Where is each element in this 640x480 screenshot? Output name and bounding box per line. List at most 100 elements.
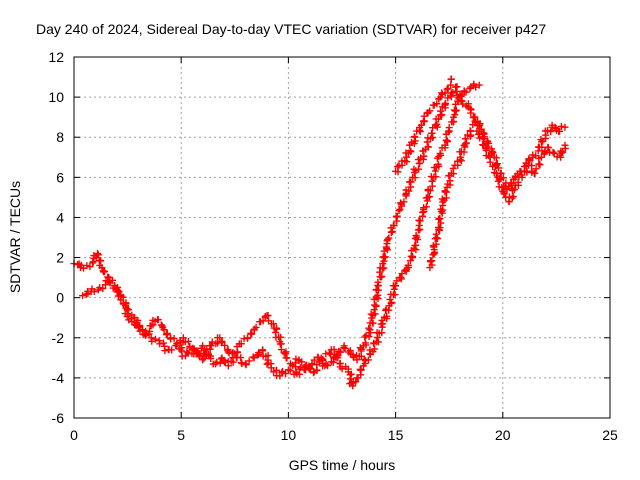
- data-point: [283, 354, 291, 362]
- data-point: [324, 362, 332, 370]
- data-point: [474, 122, 482, 130]
- data-point: [196, 353, 204, 361]
- data-point: [94, 251, 102, 259]
- data-point: [168, 346, 176, 354]
- data-point: [154, 316, 162, 324]
- data-point: [494, 177, 502, 185]
- data-point: [106, 279, 114, 287]
- data-point: [298, 358, 306, 366]
- data-point: [431, 167, 439, 175]
- data-point: [446, 177, 454, 185]
- data-point: [433, 100, 441, 108]
- data-point: [457, 157, 465, 165]
- data-point: [216, 359, 224, 367]
- data-point: [462, 88, 470, 96]
- data-point: [322, 360, 330, 368]
- data-point: [96, 284, 104, 292]
- data-point: [452, 87, 460, 95]
- data-point: [404, 262, 412, 270]
- data-point: [302, 361, 310, 369]
- data-point: [550, 149, 558, 157]
- data-point: [425, 193, 433, 201]
- data-point: [90, 288, 98, 296]
- data-point: [163, 329, 171, 337]
- data-point: [436, 149, 444, 157]
- data-point: [114, 287, 122, 295]
- data-point: [139, 326, 147, 334]
- data-point: [216, 334, 224, 342]
- data-point: [390, 222, 398, 230]
- data-point: [410, 133, 418, 141]
- data-point: [207, 342, 215, 350]
- data-point: [433, 120, 441, 128]
- data-point: [364, 356, 372, 364]
- data-point: [449, 89, 457, 97]
- data-point: [422, 203, 430, 211]
- data-point: [281, 350, 289, 358]
- data-point: [237, 354, 245, 362]
- data-point: [302, 362, 310, 370]
- data-point: [518, 171, 526, 179]
- data-point: [282, 370, 290, 378]
- data-point: [431, 235, 439, 243]
- data-point: [549, 148, 557, 156]
- data-point: [277, 333, 285, 341]
- data-point: [483, 143, 491, 151]
- data-point: [400, 198, 408, 206]
- data-point: [426, 187, 434, 195]
- data-point: [315, 358, 323, 366]
- y-tick-label: 4: [56, 209, 64, 225]
- data-point: [441, 89, 449, 97]
- data-point: [507, 179, 515, 187]
- data-point: [213, 358, 221, 366]
- data-point: [451, 107, 459, 115]
- data-point: [466, 85, 474, 93]
- data-point: [267, 364, 275, 372]
- data-point: [428, 129, 436, 137]
- y-tick-label: -6: [52, 410, 65, 426]
- data-point: [416, 128, 424, 136]
- data-point: [113, 286, 121, 294]
- chart-title: Day 240 of 2024, Sidereal Day-to-day VTE…: [36, 21, 546, 37]
- data-point: [277, 346, 285, 354]
- data-point: [396, 205, 404, 213]
- data-point: [420, 152, 428, 160]
- data-point: [510, 186, 518, 194]
- data-point: [391, 282, 399, 290]
- data-point: [407, 178, 415, 186]
- data-point: [276, 340, 284, 348]
- data-point: [252, 323, 260, 331]
- data-point: [218, 337, 226, 345]
- x-tick-label: 20: [495, 427, 511, 443]
- data-point: [447, 75, 455, 83]
- data-point: [99, 285, 107, 293]
- data-point: [337, 348, 345, 356]
- data-point: [485, 139, 493, 147]
- data-point: [441, 188, 449, 196]
- data-point: [383, 312, 391, 320]
- data-point: [461, 135, 469, 143]
- data-point: [547, 128, 555, 136]
- data-point: [474, 130, 482, 138]
- data-point: [391, 291, 399, 299]
- data-point: [385, 234, 393, 242]
- data-point: [530, 169, 538, 177]
- data-point: [394, 163, 402, 171]
- data-point: [437, 205, 445, 213]
- data-point: [379, 253, 387, 261]
- data-point: [245, 357, 253, 365]
- data-point: [136, 321, 144, 329]
- data-point: [411, 174, 419, 182]
- data-point: [432, 230, 440, 238]
- data-point: [341, 344, 349, 352]
- data-point: [415, 165, 423, 173]
- y-tick-label: -2: [52, 330, 65, 346]
- data-point: [557, 122, 565, 130]
- data-point: [405, 187, 413, 195]
- data-point: [292, 368, 300, 376]
- data-point: [386, 295, 394, 303]
- data-point: [338, 365, 346, 373]
- data-point: [374, 291, 382, 299]
- data-point: [208, 338, 216, 346]
- data-point: [500, 189, 508, 197]
